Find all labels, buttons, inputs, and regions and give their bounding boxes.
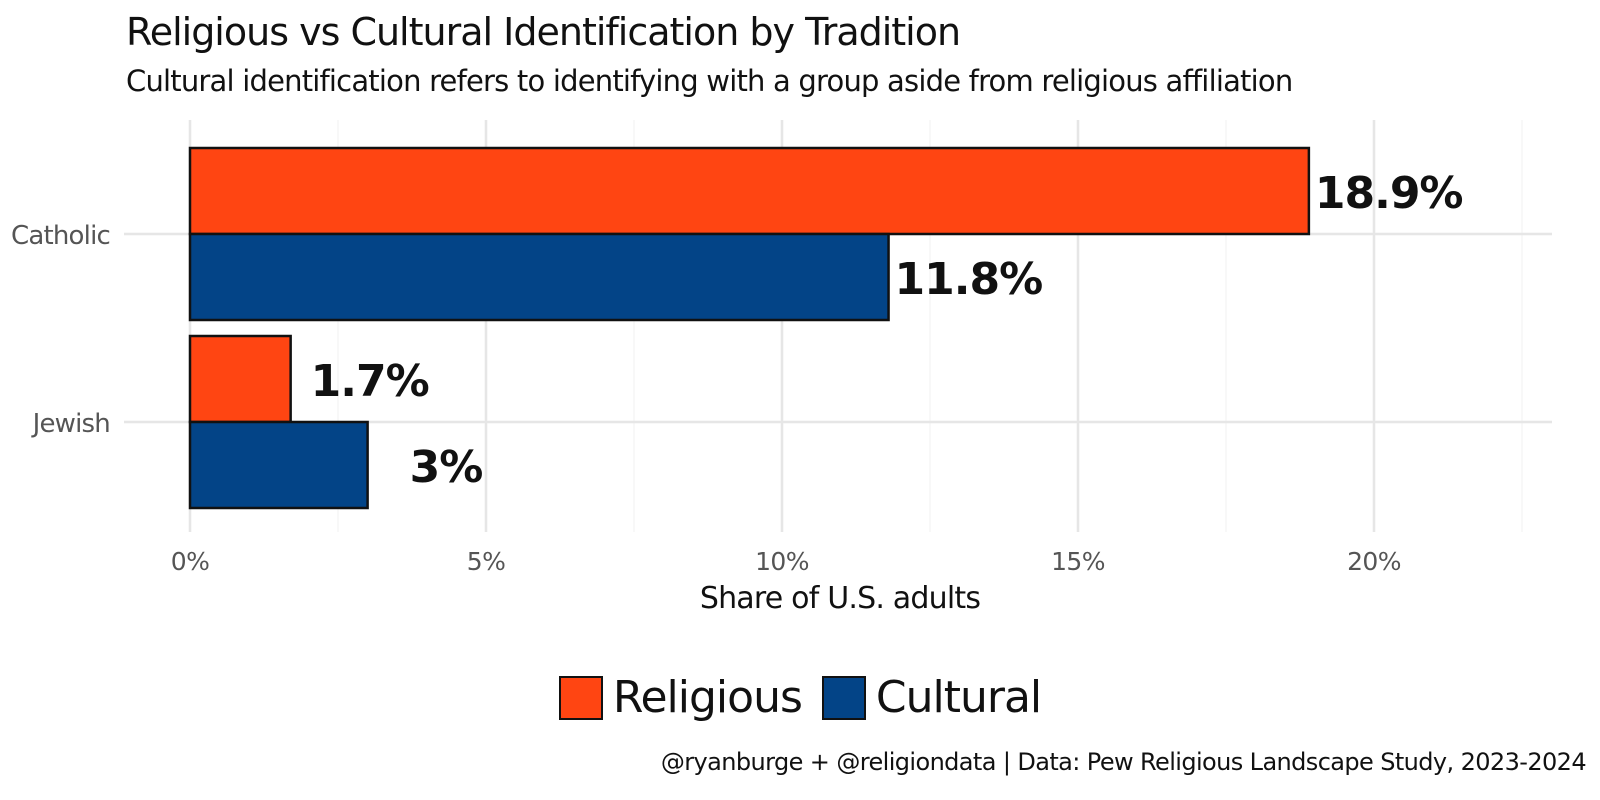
legend-swatch-cultural	[821, 676, 866, 720]
data-label-catholic-cultural: 11.8%	[895, 254, 1043, 305]
legend-label-religious: Religious	[612, 672, 803, 723]
bar-catholic-religious	[188, 146, 1311, 236]
x-tick-label: 20%	[1347, 547, 1401, 576]
x-axis-title: Share of U.S. adults	[700, 581, 981, 616]
data-labels: 18.9% 11.8% 1.7% 3%	[311, 168, 1464, 493]
x-tick-label: 0%	[171, 547, 209, 576]
bar-jewish-religious	[188, 334, 292, 424]
legend: Religious Cultural	[0, 676, 1600, 720]
bar-jewish-cultural	[188, 420, 369, 510]
bar-catholic-cultural	[188, 232, 890, 322]
legend-item-cultural: Cultural	[821, 672, 1042, 723]
bars	[188, 146, 1311, 510]
category-label-jewish: Jewish	[31, 409, 110, 439]
source-caption: @ryanburge + @religiondata | Data: Pew R…	[660, 748, 1587, 776]
legend-swatch-religious	[558, 676, 603, 720]
chart-title: Religious vs Cultural Identification by …	[126, 10, 961, 54]
legend-item-religious: Religious	[558, 672, 803, 723]
category-label-catholic: Catholic	[11, 221, 110, 251]
x-tick-label: 5%	[467, 547, 505, 576]
data-label-catholic-religious: 18.9%	[1315, 168, 1463, 219]
legend-label-cultural: Cultural	[875, 672, 1042, 723]
data-label-jewish-cultural: 3%	[410, 442, 483, 493]
x-tick-label: 15%	[1051, 547, 1105, 576]
axes: Catholic Jewish 0% 5% 10% 15% 20% Share of U.S.…	[11, 221, 1402, 616]
chart-subtitle: Cultural identification refers to identi…	[126, 64, 1293, 98]
data-label-jewish-religious: 1.7%	[311, 356, 429, 407]
x-tick-label: 10%	[755, 547, 809, 576]
chart-plot: 18.9% 11.8% 1.7% 3% Catholic Jewish 0% 5% 10% 15…	[11, 120, 1552, 616]
